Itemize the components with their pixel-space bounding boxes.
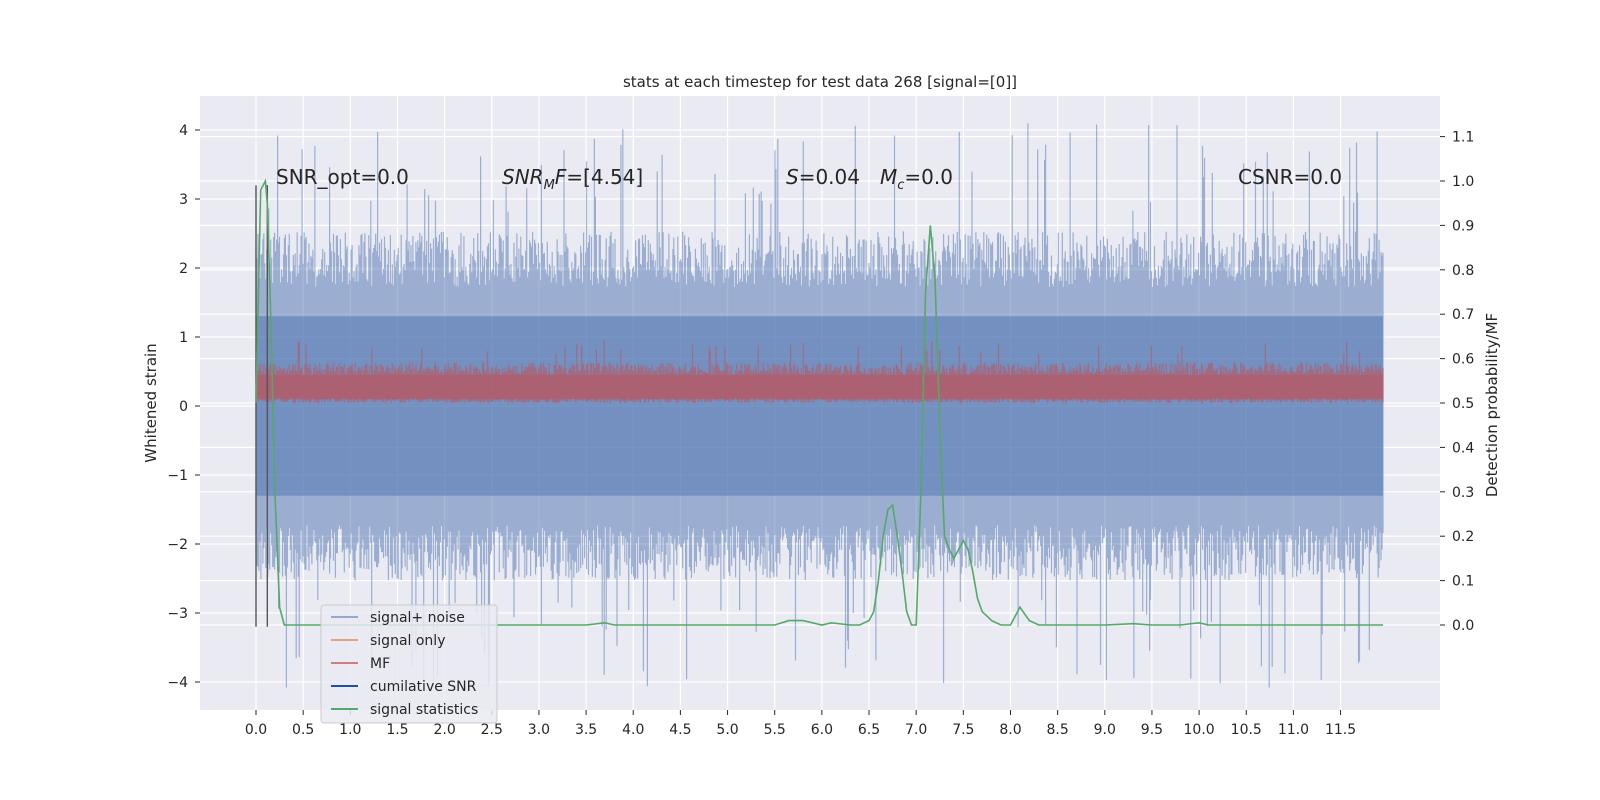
y2-axis-label: Detection probability/MF	[1483, 313, 1501, 497]
annotation-csnr: CSNR=0.0	[1238, 165, 1342, 189]
x-tick-label: 0.5	[292, 722, 314, 738]
x-tick-label: 2.0	[433, 722, 455, 738]
legend-label-signal-statistics: signal statistics	[370, 702, 478, 718]
x-tick-label: 4.0	[622, 722, 644, 738]
legend-label-signal-only: signal only	[370, 633, 445, 649]
x-tick-label: 8.0	[999, 722, 1021, 738]
y-axis-label: Whitened strain	[142, 343, 160, 462]
x-tick-label: 11.5	[1325, 722, 1356, 738]
x-tick-label: 7.5	[952, 722, 974, 738]
y-tick-label: 1	[179, 330, 188, 346]
y-tick-label: −4	[167, 675, 188, 691]
annotation-mc-value: =0.0	[904, 165, 953, 189]
annotation-snr-mf-value: =[4.54]	[566, 165, 643, 189]
legend: signal+ noise signal only MF cumilative …	[320, 604, 498, 724]
x-tick-label: 3.0	[528, 722, 550, 738]
y-tick-label: −2	[167, 537, 188, 553]
x-axis-ticks: 0.0 0.5 1.0 1.5 2.0 2.5 3.0 3.5 4.0 4.5 5.0 5.5 6.0 6…	[245, 710, 1356, 738]
y-tick-label: −3	[167, 606, 188, 622]
legend-label-signal-noise: signal+ noise	[370, 610, 465, 626]
x-tick-label: 9.5	[1141, 722, 1163, 738]
y-tick-label: 4	[179, 123, 188, 139]
y-tick-label: −1	[167, 468, 188, 484]
series-mf	[255, 340, 1384, 404]
y2-tick-label: 0.6	[1452, 352, 1474, 368]
legend-box	[320, 604, 498, 724]
legend-label-mf: MF	[370, 656, 390, 672]
x-tick-label: 2.5	[481, 722, 503, 738]
vertical-markers	[255, 185, 269, 627]
x-tick-label: 11.0	[1278, 722, 1309, 738]
x-tick-label: 0.0	[245, 722, 267, 738]
signal-noise-core	[256, 316, 1383, 496]
y2-tick-label: 1.0	[1452, 174, 1474, 190]
y-tick-label: 2	[179, 261, 188, 277]
x-tick-label: 3.5	[575, 722, 597, 738]
y2-tick-label: 0.2	[1452, 529, 1474, 545]
annotation-s: S=0.04	[786, 165, 860, 189]
y2-tick-label: 0.1	[1452, 574, 1474, 590]
chart-title: stats at each timestep for test data 268…	[623, 73, 1017, 91]
y2-tick-label: 0.5	[1452, 396, 1474, 412]
annotation-mc: Mc=0.0	[880, 165, 953, 193]
x-tick-label: 6.0	[811, 722, 833, 738]
annotation-snr-opt: SNR_opt=0.0	[276, 165, 409, 189]
x-tick-label: 6.5	[858, 722, 880, 738]
annotation-s-value: =0.04	[799, 165, 860, 189]
y-axis-ticks: −4 −3 −2 −1 0 1 2 3 4	[167, 123, 200, 691]
x-tick-label: 8.5	[1046, 722, 1068, 738]
y2-tick-label: 0.9	[1452, 218, 1474, 234]
y2-tick-label: 0.0	[1452, 618, 1474, 634]
y-tick-label: 3	[179, 192, 188, 208]
x-tick-label: 9.0	[1094, 722, 1116, 738]
x-tick-label: 5.5	[764, 722, 786, 738]
x-tick-label: 5.0	[716, 722, 738, 738]
y2-axis-ticks: 0.0 0.1 0.2 0.3 0.4 0.5 0.6 0.7 0.8 0.9 1.0 1.1	[1440, 130, 1474, 634]
x-tick-label: 7.0	[905, 722, 927, 738]
y2-tick-label: 0.8	[1452, 263, 1474, 279]
y2-tick-label: 0.3	[1452, 485, 1474, 501]
x-tick-label: 10.0	[1184, 722, 1215, 738]
y-tick-label: 0	[179, 399, 188, 415]
x-tick-label: 4.5	[669, 722, 691, 738]
mf-core	[256, 374, 1383, 400]
x-tick-label: 1.0	[339, 722, 361, 738]
x-tick-label: 10.5	[1231, 722, 1262, 738]
series-signal-statistics	[255, 178, 1383, 626]
x-tick-label: 1.5	[386, 722, 408, 738]
y2-tick-label: 1.1	[1452, 130, 1474, 146]
y2-tick-label: 0.7	[1452, 307, 1474, 323]
annotation-snr-mf: SNRMF=[4.54]	[502, 165, 643, 193]
legend-label-cumulative-snr: cumilative SNR	[370, 679, 477, 695]
y2-tick-label: 0.4	[1452, 440, 1474, 456]
series-signal-noise	[255, 123, 1384, 688]
